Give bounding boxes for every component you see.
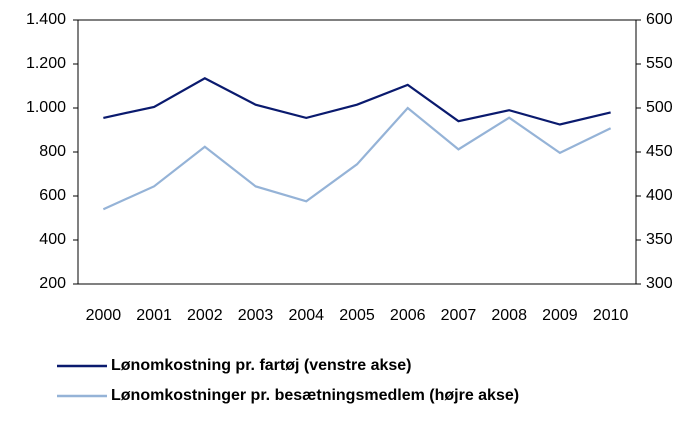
y-tick-label: 1.400 (26, 11, 66, 28)
x-tick-label: 2004 (288, 307, 324, 324)
x-tick-label: 2002 (187, 307, 223, 324)
x-tick-label: 2006 (390, 307, 426, 324)
y-tick-label: 200 (39, 275, 66, 292)
x-tick-label: 2009 (542, 307, 578, 324)
x-tick-label: 2001 (136, 307, 172, 324)
y2-tick-label: 300 (646, 275, 673, 292)
y-tick-label: 600 (39, 187, 66, 204)
y2-tick-label: 450 (646, 143, 673, 160)
y-tick-label: 400 (39, 231, 66, 248)
y2-tick-label: 400 (646, 187, 673, 204)
x-tick-label: 2003 (238, 307, 274, 324)
y-tick-label: 1.200 (26, 55, 66, 72)
y2-tick-label: 500 (646, 99, 673, 116)
x-tick-label: 2008 (491, 307, 527, 324)
y2-tick-label: 550 (646, 55, 673, 72)
y-tick-label: 800 (39, 143, 66, 160)
y2-tick-label: 600 (646, 11, 673, 28)
plot-frame (77, 19, 637, 285)
x-tick-label: 2007 (441, 307, 477, 324)
y-tick-label: 1.000 (26, 99, 66, 116)
x-tick-label: 2010 (593, 307, 629, 324)
series-line (102, 106, 612, 211)
legend-label: Lønomkostninger pr. besætningsmedlem (hø… (111, 387, 519, 404)
series-line (103, 77, 611, 126)
legend-label: Lønomkostning pr. fartøj (venstre akse) (111, 357, 412, 374)
y2-tick-label: 350 (646, 231, 673, 248)
x-tick-label: 2000 (86, 307, 122, 324)
x-tick-label: 2005 (339, 307, 375, 324)
